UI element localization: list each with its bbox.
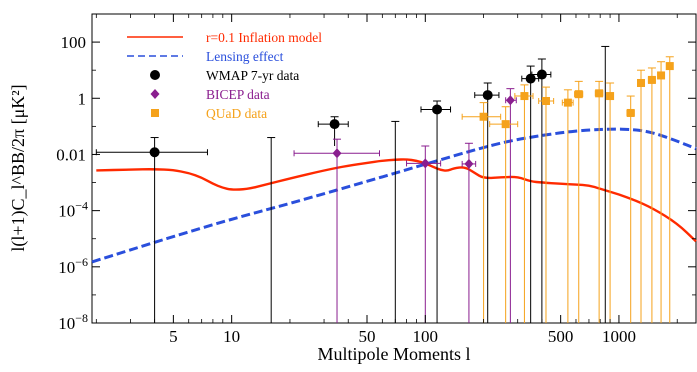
y-axis-ticks: 10−8 10−6 10−4 0.01 1 100: [56, 13, 696, 333]
quad-data-point: [541, 96, 550, 105]
legend-label-wmap-7-yr-data: WMAP 7-yr data: [206, 68, 299, 83]
x-tick-label: 10: [223, 327, 240, 346]
quad-data-point: [520, 92, 529, 101]
x-tick-label: 100: [413, 327, 439, 346]
legend-label-quad-data: QUaD data: [206, 106, 267, 121]
y-tick-label: 1: [78, 89, 87, 108]
quad-data-point: [647, 75, 656, 84]
quad-data-point: [563, 98, 572, 107]
x-axis-ticks: 5 10 50 100 500 1000: [95, 14, 678, 346]
y-tick-label: 0.01: [56, 145, 86, 164]
quad-data-point: [637, 78, 646, 87]
bicep-data-point: [505, 95, 515, 106]
y-tick-label: 10−4: [58, 199, 88, 221]
bicep-data-point: [464, 158, 474, 169]
legend-label-r-0-1-inflation-model: r=0.1 Inflation model: [206, 30, 322, 45]
x-tick-label: 1000: [602, 327, 636, 346]
wmap-7-yr-data-point: [149, 147, 160, 158]
legend: r=0.1 Inflation model Lensing effect WMAP …: [127, 30, 322, 121]
y-axis-title: l(l+1)C_l^BB/2π [μK²]: [8, 84, 29, 251]
quad-data-point: [501, 120, 510, 129]
legend-swatch-wmap-7-yr-data: [150, 70, 160, 80]
x-tick-label: 5: [169, 327, 178, 346]
x-axis-title: Multipole Moments l: [318, 344, 471, 364]
wmap-7-yr-data-point: [536, 69, 547, 80]
lensing-effect-curve: [91, 127, 697, 264]
legend-label-bicep-data: BICEP data: [206, 87, 270, 102]
quad-data-point: [574, 90, 583, 99]
markers-layer: [149, 62, 674, 169]
quad-data-point: [657, 71, 666, 80]
y-tick-label: 10−8: [58, 311, 88, 333]
wmap-7-yr-data-point: [525, 73, 536, 84]
wmap-7-yr-data-point: [432, 104, 443, 115]
quad-data-point: [606, 92, 615, 101]
quad-data-point: [626, 108, 635, 117]
y-tick-label: 10−6: [58, 255, 88, 277]
legend-label-lensing-effect: Lensing effect: [206, 49, 284, 64]
wmap-7-yr-data-point: [482, 90, 493, 101]
y-tick-label: 100: [61, 33, 87, 52]
quad-data-point: [479, 112, 488, 121]
legend-swatch-quad-data: [151, 109, 159, 117]
x-tick-label: 500: [548, 327, 574, 346]
x-tick-label: 50: [359, 327, 376, 346]
quad-data-point: [595, 89, 604, 98]
legend-swatch-bicep-data: [150, 89, 160, 99]
plot-frame: [91, 13, 697, 324]
quad-data-point: [665, 62, 674, 71]
bicep-data-point: [332, 148, 342, 159]
wmap-7-yr-data-point: [329, 119, 340, 130]
bicep-data-point: [420, 158, 430, 169]
